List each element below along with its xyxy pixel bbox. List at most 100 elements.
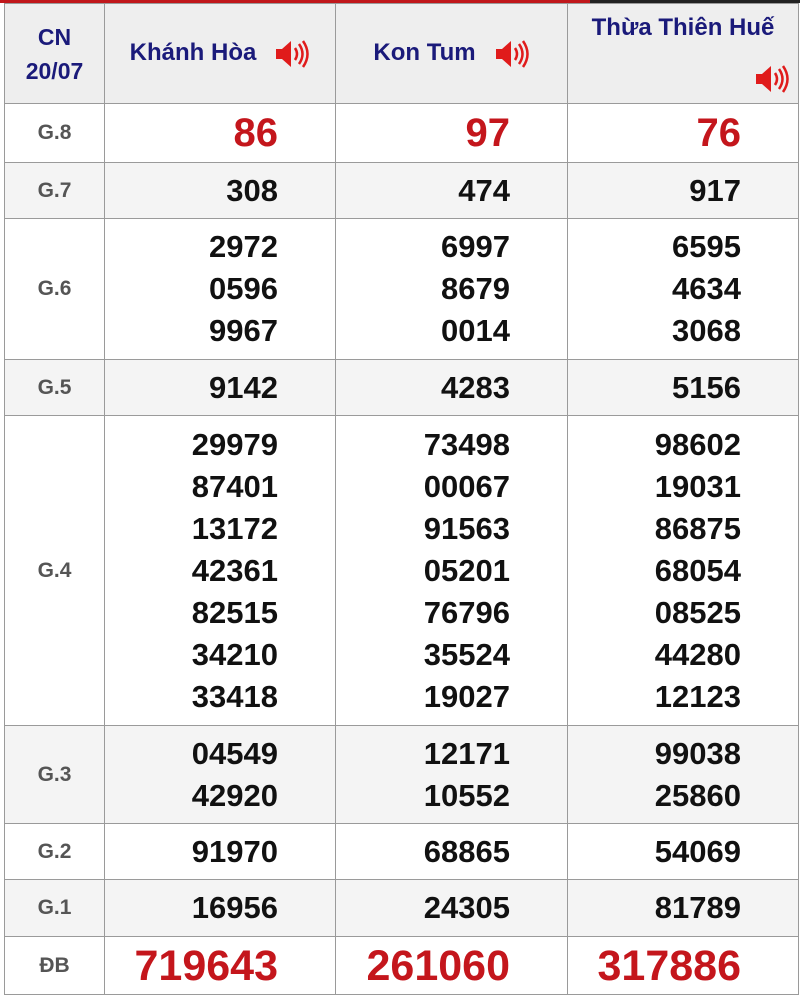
result-number: 86 [233, 111, 279, 155]
result-number: 29979 [191, 426, 278, 462]
result-cell: 29979 87401 13172 42361 82515 34210 33418 [104, 415, 336, 726]
lottery-results-table: CN 20/07 Khánh Hòa Kon Tum Thừa Thiên Hu… [4, 3, 799, 995]
date-label: 20/07 [25, 57, 84, 84]
prize-label: G.4 [4, 415, 105, 726]
result-cell: 54069 [567, 823, 799, 880]
result-cell: 99038 25860 [567, 725, 799, 824]
result-number: 86875 [654, 510, 741, 546]
result-number: 05201 [423, 552, 510, 588]
result-cell: 04549 42920 [104, 725, 336, 824]
result-cell: 9142 [104, 359, 336, 416]
result-cell: 308 [104, 162, 336, 219]
result-cell: 5156 [567, 359, 799, 416]
prize-label: G.6 [4, 218, 105, 360]
result-cell: 86 [104, 103, 336, 163]
day-label: CN [37, 23, 72, 50]
result-number: 33418 [191, 678, 278, 714]
speaker-icon[interactable] [494, 38, 530, 70]
result-number: 0014 [441, 313, 510, 348]
result-cell: 2972 0596 9967 [104, 218, 336, 360]
prize-row-g7: G.7 308 474 917 [4, 162, 799, 219]
prize-label: G.5 [4, 359, 105, 416]
result-number: 4283 [441, 369, 510, 405]
result-cell: 16956 [104, 879, 336, 937]
result-number: 19031 [654, 468, 741, 504]
result-cell: 91970 [104, 823, 336, 880]
result-number: 917 [689, 172, 741, 208]
result-cell: 317886 [567, 936, 799, 995]
prize-row-g3: G.3 04549 42920 12171 10552 99038 25860 [4, 725, 799, 824]
prize-row-g8: G.8 86 97 76 [4, 103, 799, 163]
result-number: 68054 [654, 552, 741, 588]
prize-row-db: ĐB 719643 261060 317886 [4, 936, 799, 995]
prize-label: G.7 [4, 162, 105, 219]
result-number: 719643 [134, 941, 279, 990]
result-number: 97 [465, 111, 511, 155]
result-number: 76796 [423, 594, 510, 630]
result-number: 87401 [191, 468, 278, 504]
result-number: 42920 [191, 777, 278, 813]
result-number: 6595 [672, 229, 741, 264]
result-cell: 4283 [335, 359, 568, 416]
result-number: 12171 [423, 735, 510, 771]
result-number: 25860 [654, 777, 741, 813]
result-number: 12123 [654, 678, 741, 714]
result-cell: 719643 [104, 936, 336, 995]
result-number: 0596 [209, 271, 278, 306]
result-number: 35524 [423, 636, 510, 672]
prize-label: ĐB [4, 936, 105, 995]
result-cell: 98602 19031 86875 68054 08525 44280 12123 [567, 415, 799, 726]
result-number: 04549 [191, 735, 278, 771]
result-number: 73498 [423, 426, 510, 462]
result-number: 34210 [191, 636, 278, 672]
result-number: 81789 [654, 890, 741, 925]
result-number: 98602 [654, 426, 741, 462]
result-cell: 97 [335, 103, 568, 163]
result-number: 16956 [191, 890, 278, 925]
result-number: 6997 [441, 229, 510, 264]
result-cell: 68865 [335, 823, 568, 880]
speaker-icon[interactable] [274, 38, 310, 70]
date-header: CN 20/07 [4, 3, 105, 104]
result-number: 82515 [191, 594, 278, 630]
result-number: 4634 [672, 271, 741, 306]
result-number: 68865 [423, 833, 510, 869]
result-cell: 73498 00067 91563 05201 76796 35524 19027 [335, 415, 568, 726]
result-cell: 6595 4634 3068 [567, 218, 799, 360]
province-header-kon-tum: Kon Tum [335, 3, 568, 104]
province-header-khanh-hoa: Khánh Hòa [104, 3, 336, 104]
result-number: 24305 [423, 890, 510, 925]
result-number: 08525 [654, 594, 741, 630]
province-header-thua-thien-hue: Thừa Thiên Huế [567, 3, 799, 104]
result-cell: 474 [335, 162, 568, 219]
result-number: 54069 [654, 833, 741, 869]
result-number: 99038 [654, 735, 741, 771]
result-number: 308 [226, 172, 278, 208]
result-cell: 6997 8679 0014 [335, 218, 568, 360]
result-number: 13172 [191, 510, 278, 546]
speaker-icon[interactable] [754, 63, 790, 95]
result-number: 91563 [423, 510, 510, 546]
result-number: 2972 [209, 229, 278, 264]
result-cell: 261060 [335, 936, 568, 995]
province-name: Khánh Hòa [129, 38, 257, 66]
result-cell: 76 [567, 103, 799, 163]
prize-label: G.8 [4, 103, 105, 163]
result-number: 44280 [654, 636, 741, 672]
result-number: 91970 [191, 833, 278, 869]
prize-label: G.1 [4, 879, 105, 937]
result-number: 8679 [441, 271, 510, 306]
result-number: 5156 [672, 369, 741, 405]
result-number: 19027 [423, 678, 510, 714]
prize-row-g6: G.6 2972 0596 9967 6997 8679 0014 6595 4634 3068 [4, 218, 799, 360]
province-name: Kon Tum [373, 38, 476, 66]
header-row: CN 20/07 Khánh Hòa Kon Tum Thừa Thiên Hu… [4, 3, 799, 104]
result-number: 42361 [191, 552, 278, 588]
top-accent-bar [0, 0, 800, 3]
result-number: 3068 [672, 313, 741, 348]
result-number: 474 [458, 172, 510, 208]
result-cell: 81789 [567, 879, 799, 937]
result-cell: 917 [567, 162, 799, 219]
prize-row-g4: G.4 29979 87401 13172 42361 82515 34210 33418 73… [4, 415, 799, 726]
prize-label: G.3 [4, 725, 105, 824]
